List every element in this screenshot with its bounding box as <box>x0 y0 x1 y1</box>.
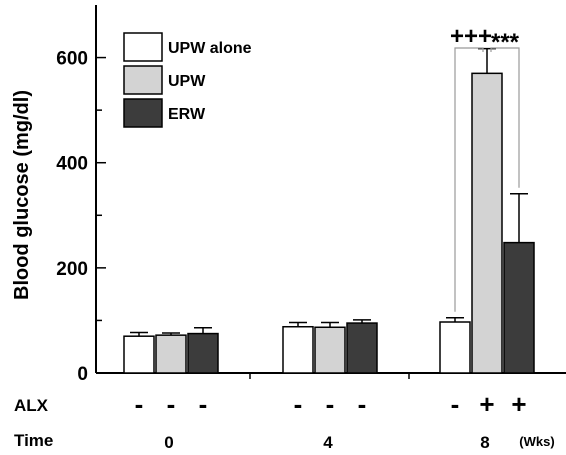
y-tick-label: 600 <box>56 49 88 70</box>
bar <box>503 241 535 374</box>
bar <box>471 72 503 374</box>
significance-label: +++ <box>450 23 492 50</box>
bar <box>314 326 346 374</box>
significance-annotations: +++*** <box>450 23 520 312</box>
bars <box>123 47 535 374</box>
significance-label: *** <box>491 29 520 56</box>
alx-marker: - <box>326 389 335 419</box>
y-tick-label: 400 <box>56 154 88 175</box>
bar <box>187 332 219 374</box>
bar <box>346 322 378 374</box>
legend-swatch <box>123 32 163 62</box>
bar <box>155 334 187 374</box>
time-value: 0 <box>164 433 173 452</box>
legend-label: UPW alone <box>168 40 252 57</box>
alx-marker: - <box>199 389 208 419</box>
significance-bracket <box>454 47 484 312</box>
time-row-label: Time <box>14 431 53 450</box>
alx-marker: - <box>167 389 176 419</box>
legend-swatch <box>123 98 163 128</box>
alx-marker: + <box>479 389 494 419</box>
bar <box>439 321 471 374</box>
alx-marker: - <box>451 389 460 419</box>
condition-rows: ALX - - - - - - - + +Time 0 4 8 (Wks) <box>14 389 555 452</box>
significance-bracket <box>490 47 520 188</box>
y-axis-title: Blood glucose (mg/dl) <box>11 90 33 300</box>
bar <box>282 325 314 374</box>
legend: UPW alone UPW ERW <box>123 32 252 128</box>
time-unit: (Wks) <box>519 434 554 449</box>
alx-marker: + <box>511 389 526 419</box>
alx-marker: - <box>135 389 144 419</box>
y-axis: 0 200 400 600 Blood glucose (mg/dl) <box>11 49 106 385</box>
alx-marker: - <box>358 389 367 419</box>
time-value: 8 <box>480 433 489 452</box>
alx-marker: - <box>294 389 303 419</box>
legend-label: UPW <box>168 73 206 90</box>
legend-label: ERW <box>168 106 206 123</box>
y-tick-label: 200 <box>56 259 88 280</box>
y-tick-label: 0 <box>77 364 88 385</box>
time-value: 4 <box>323 433 333 452</box>
alx-row-label: ALX <box>14 396 49 415</box>
bar <box>123 335 155 374</box>
legend-swatch <box>123 65 163 95</box>
